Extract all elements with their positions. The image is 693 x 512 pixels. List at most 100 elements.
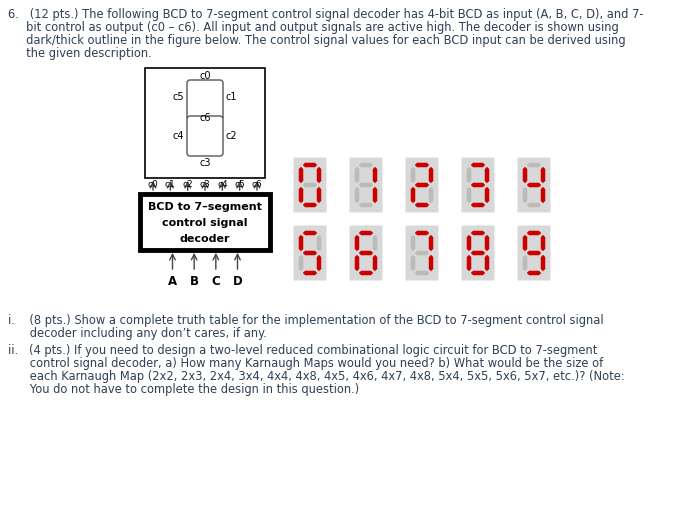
Polygon shape	[359, 231, 374, 235]
Polygon shape	[527, 163, 541, 167]
Polygon shape	[355, 167, 359, 183]
Polygon shape	[355, 235, 359, 251]
Polygon shape	[541, 255, 545, 271]
Text: D: D	[233, 275, 243, 288]
Polygon shape	[303, 183, 317, 187]
Text: c2: c2	[226, 131, 238, 141]
Polygon shape	[471, 251, 485, 255]
Polygon shape	[484, 167, 489, 183]
Text: C: C	[211, 275, 220, 288]
Polygon shape	[359, 163, 374, 167]
Polygon shape	[467, 187, 471, 203]
Polygon shape	[471, 183, 485, 187]
Text: each Karnaugh Map (2x2, 2x3, 2x4, 3x4, 4x4, 4x8, 4x5, 4x6, 4x7, 4x8, 5x4, 5x5, 5: each Karnaugh Map (2x2, 2x3, 2x4, 3x4, 4…	[8, 370, 625, 383]
Polygon shape	[415, 271, 429, 275]
Polygon shape	[411, 255, 415, 271]
FancyBboxPatch shape	[405, 225, 439, 281]
FancyBboxPatch shape	[349, 158, 383, 212]
Polygon shape	[373, 167, 377, 183]
Polygon shape	[471, 203, 485, 207]
Polygon shape	[484, 255, 489, 271]
FancyBboxPatch shape	[462, 158, 495, 212]
Text: c4: c4	[217, 180, 227, 189]
Polygon shape	[415, 251, 429, 255]
Polygon shape	[317, 255, 322, 271]
Polygon shape	[411, 187, 415, 203]
Polygon shape	[467, 235, 471, 251]
Polygon shape	[527, 231, 541, 235]
Text: c1: c1	[226, 92, 238, 101]
Polygon shape	[411, 235, 415, 251]
Text: bit control as output (c0 – c6). All input and output signals are active high. T: bit control as output (c0 – c6). All inp…	[8, 21, 619, 34]
Polygon shape	[523, 255, 527, 271]
Text: control signal decoder, a) How many Karnaugh Maps would you need? b) What would : control signal decoder, a) How many Karn…	[8, 357, 603, 370]
Text: B: B	[190, 275, 199, 288]
Text: c0: c0	[200, 71, 211, 81]
Polygon shape	[415, 183, 429, 187]
Text: c5: c5	[234, 180, 245, 189]
Polygon shape	[527, 183, 541, 187]
FancyBboxPatch shape	[518, 225, 550, 281]
Text: decoder including any don’t cares, if any.: decoder including any don’t cares, if an…	[8, 327, 267, 340]
Polygon shape	[527, 251, 541, 255]
Text: 6.   (12 pts.) The following BCD to 7-segment control signal decoder has 4-bit B: 6. (12 pts.) The following BCD to 7-segm…	[8, 8, 644, 21]
Text: i.    (8 pts.) Show a complete truth table for the implementation of the BCD to : i. (8 pts.) Show a complete truth table …	[8, 314, 604, 327]
Polygon shape	[429, 167, 433, 183]
Text: c3: c3	[200, 180, 211, 189]
Polygon shape	[303, 231, 317, 235]
Polygon shape	[415, 203, 429, 207]
Polygon shape	[415, 163, 429, 167]
Polygon shape	[429, 235, 433, 251]
FancyBboxPatch shape	[294, 225, 326, 281]
Text: c0: c0	[148, 180, 159, 189]
Polygon shape	[429, 187, 433, 203]
Polygon shape	[523, 167, 527, 183]
Text: c3: c3	[200, 158, 211, 168]
FancyBboxPatch shape	[145, 68, 265, 178]
Polygon shape	[299, 167, 304, 183]
Polygon shape	[527, 203, 541, 207]
Text: c4: c4	[173, 131, 184, 141]
FancyBboxPatch shape	[405, 158, 439, 212]
FancyBboxPatch shape	[294, 158, 326, 212]
FancyBboxPatch shape	[518, 158, 550, 212]
Polygon shape	[484, 187, 489, 203]
Polygon shape	[373, 255, 377, 271]
Text: A: A	[168, 275, 177, 288]
Polygon shape	[541, 235, 545, 251]
Polygon shape	[373, 235, 377, 251]
Polygon shape	[541, 167, 545, 183]
FancyBboxPatch shape	[187, 116, 223, 156]
Polygon shape	[359, 203, 374, 207]
Text: ii.   (4 pts.) If you need to design a two-level reduced combinational logic cir: ii. (4 pts.) If you need to design a two…	[8, 344, 597, 357]
Text: BCD to 7–segment: BCD to 7–segment	[148, 202, 262, 212]
Text: c2: c2	[182, 180, 193, 189]
Polygon shape	[527, 271, 541, 275]
Polygon shape	[303, 251, 317, 255]
Text: You do not have to complete the design in this question.): You do not have to complete the design i…	[8, 383, 359, 396]
Polygon shape	[299, 235, 304, 251]
Polygon shape	[415, 231, 429, 235]
Polygon shape	[471, 231, 485, 235]
Text: c5: c5	[173, 92, 184, 101]
Polygon shape	[471, 271, 485, 275]
Polygon shape	[523, 187, 527, 203]
FancyBboxPatch shape	[462, 225, 495, 281]
Polygon shape	[484, 235, 489, 251]
Polygon shape	[317, 235, 322, 251]
Polygon shape	[299, 187, 304, 203]
Polygon shape	[359, 271, 374, 275]
Text: decoder: decoder	[179, 234, 230, 244]
Polygon shape	[467, 167, 471, 183]
Polygon shape	[411, 167, 415, 183]
Polygon shape	[467, 255, 471, 271]
Text: control signal: control signal	[162, 218, 248, 228]
Polygon shape	[523, 235, 527, 251]
Text: c1: c1	[165, 180, 176, 189]
FancyBboxPatch shape	[140, 194, 270, 250]
Polygon shape	[355, 187, 359, 203]
Polygon shape	[317, 167, 322, 183]
Polygon shape	[359, 183, 374, 187]
Polygon shape	[373, 187, 377, 203]
Polygon shape	[541, 187, 545, 203]
